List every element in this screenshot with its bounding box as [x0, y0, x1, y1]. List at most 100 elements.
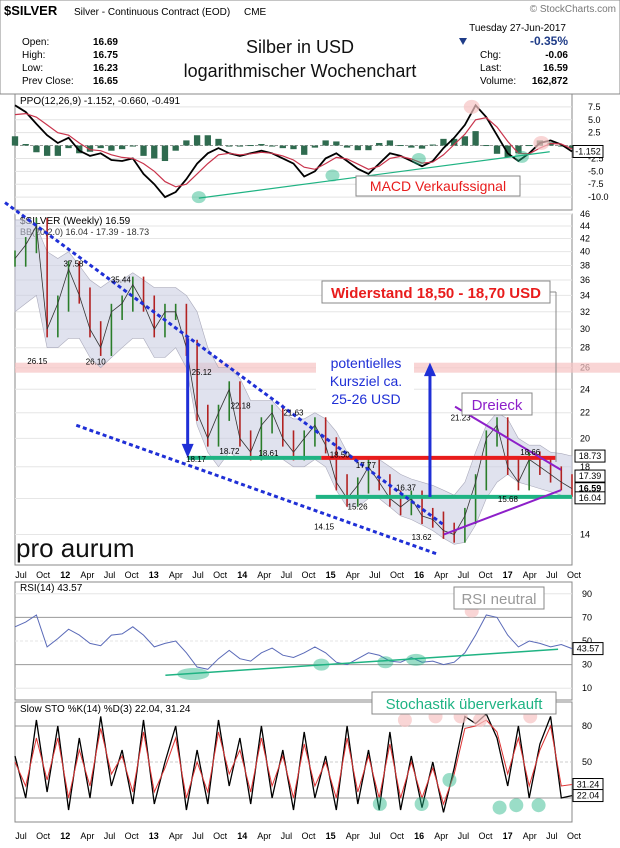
chart-title-line2: logarithmischer Wochenchart — [184, 61, 417, 81]
price-tick-label: 34 — [580, 290, 590, 300]
ppo-tick-label: -5.0 — [588, 166, 604, 176]
stoch-last-value: 31.24 — [577, 780, 600, 790]
x-tick-label: Oct — [36, 831, 51, 841]
x-tick-label: Apr — [169, 570, 183, 580]
stoch-highlight-marker — [442, 773, 457, 787]
price-data-label: 37.58 — [63, 259, 84, 268]
x-tick-label: Oct — [479, 831, 494, 841]
x-tick-label: Jul — [458, 570, 470, 580]
ppo-histogram-bar — [33, 145, 40, 153]
price-data-label: 18.72 — [219, 447, 240, 456]
ppo-last-value: -1.152 — [575, 146, 601, 156]
x-tick-label: 13 — [149, 831, 159, 841]
ppo-histogram-bar — [279, 145, 286, 149]
x-tick-label: Apr — [346, 570, 360, 580]
symbol: $SILVER — [4, 3, 58, 18]
rsi-annotation-box — [453, 586, 545, 610]
price-data-label: 26.15 — [27, 357, 48, 366]
price-current-value-box — [574, 491, 606, 505]
ppo-histogram-bar — [54, 145, 61, 156]
ppo-histogram-bar — [193, 135, 201, 146]
stoch-highlight-marker — [473, 713, 488, 727]
rsi-line — [14, 614, 573, 670]
stoch-tick-label: 50 — [582, 757, 592, 767]
x-tick-label: Jul — [369, 570, 381, 580]
x-tick-label: 14 — [237, 831, 247, 841]
ppo-highlight-marker — [411, 152, 426, 165]
ppo-histogram-bar — [86, 145, 94, 152]
price-tick-label: 28 — [580, 343, 590, 353]
triangle-lower-line — [443, 489, 562, 536]
ppo-highlight-marker — [533, 135, 550, 150]
x-tick-label: Oct — [36, 570, 51, 580]
ppo-histogram-bar — [451, 138, 458, 146]
ppo-histogram-bar — [429, 144, 436, 146]
chart-title-line1: Silber in USD — [246, 37, 354, 57]
ppo-histogram-bar — [43, 145, 51, 156]
ppo-histogram-bar — [343, 145, 351, 148]
rsi-trendline — [165, 648, 559, 676]
stoch-highlight-marker — [397, 713, 412, 727]
rsi-highlight-marker — [313, 658, 330, 671]
x-tick-label: Oct — [125, 831, 140, 841]
ppo-highlight-marker — [463, 99, 480, 114]
ppo-tick-label: -7.5 — [588, 179, 604, 189]
ppo-histogram-bar — [236, 145, 244, 147]
price-data-label: 17.77 — [356, 461, 377, 470]
x-tick-label: Oct — [390, 570, 405, 580]
ppo-title: PPO(12,26,9) -1.152, -0.660, -0.491 — [20, 96, 181, 107]
ppo-histogram-bar — [129, 145, 136, 147]
up-arrow-head — [423, 362, 436, 377]
exchange: CME — [244, 7, 267, 18]
stoch-annotation-box — [371, 691, 557, 715]
price-current-value: 17.39 — [579, 471, 602, 481]
x-tick-label: Jul — [15, 570, 27, 580]
stat-label: Low: — [22, 63, 43, 74]
ppo-histogram-bar — [472, 131, 479, 146]
ppo-histogram-bar — [515, 145, 522, 154]
stoch-highlight-marker — [509, 798, 524, 813]
target-annotation-line3: 25-26 USD — [331, 391, 400, 407]
x-tick-label: Apr — [434, 831, 448, 841]
ppo-annotation-box — [355, 175, 521, 197]
x-tick-label: Apr — [523, 831, 537, 841]
x-tick-label: 16 — [414, 570, 424, 580]
stoch-highlight-marker — [492, 800, 507, 815]
x-tick-label: Oct — [567, 831, 582, 841]
rsi-highlight-marker — [406, 653, 427, 666]
change-percent: -0.35% — [530, 34, 568, 48]
x-tick-label: 16 — [414, 831, 424, 841]
price-data-label: 18.50 — [330, 450, 351, 459]
x-tick-label: 17 — [503, 831, 513, 841]
price-data-label: 16.37 — [396, 483, 417, 492]
price-data-label: 18.17 — [186, 455, 207, 464]
rsi-tick-label: 90 — [582, 589, 592, 599]
price-data-label: 18.66 — [520, 448, 541, 457]
ppo-tick-label: -2.5 — [588, 153, 604, 163]
price-current-value-box — [574, 449, 606, 463]
right-stats: Chg: -0.06 Last: 16.59 Volume: 162,872 — [480, 50, 568, 87]
stoch-annotation: Stochastik überverkauft — [386, 696, 544, 713]
rsi-tick-label: 70 — [582, 612, 592, 622]
price-data-label: 15.26 — [348, 502, 369, 511]
stat-label: Volume: — [480, 76, 516, 87]
ppo-histogram-bar — [301, 145, 308, 155]
ppo-tick-label: -10.0 — [588, 192, 609, 202]
triangle-annotation-box — [461, 392, 533, 416]
stoch-last-value-box — [572, 789, 604, 803]
ppo-highlight-marker — [514, 150, 529, 163]
target-annotation-box — [316, 352, 414, 412]
ppo-histogram-bar — [397, 145, 404, 147]
price-tick-label: 20 — [580, 433, 590, 443]
description: Silver - Continuous Contract (EOD) — [74, 7, 230, 18]
stat-label: High: — [22, 50, 45, 61]
stat-label: Last: — [480, 63, 502, 74]
x-tick-label: Apr — [169, 831, 183, 841]
price-current-value-box — [574, 469, 606, 483]
ppo-histogram-bar — [558, 145, 565, 147]
x-tick-label: Apr — [80, 831, 94, 841]
date-label: Tuesday 27-Jun-2017 — [469, 23, 566, 34]
ppo-histogram-bar — [333, 141, 340, 146]
